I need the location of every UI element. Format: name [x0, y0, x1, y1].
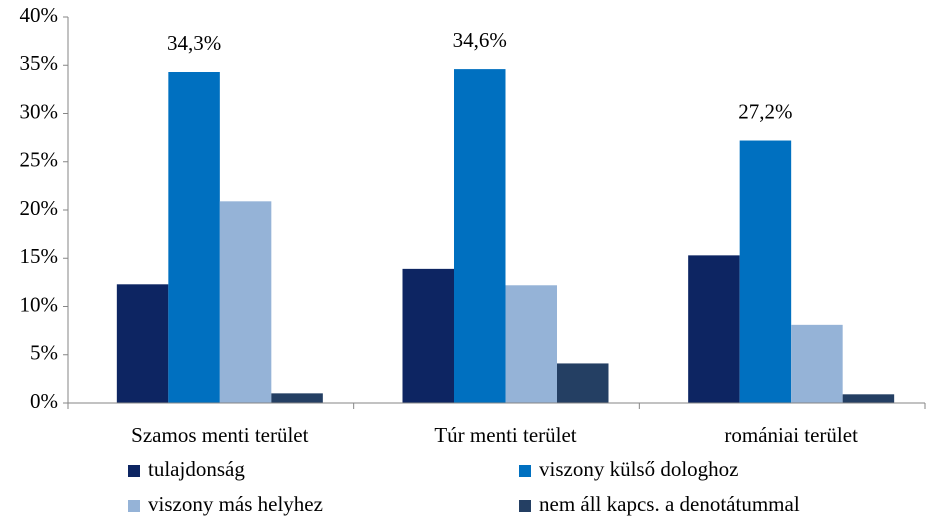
- data-label: 27,2%: [738, 99, 792, 123]
- bar: [454, 69, 506, 404]
- bar: [219, 201, 272, 403]
- bar: [116, 284, 169, 403]
- legend-label: viszony más helyhez: [148, 492, 323, 516]
- y-tick-label: 0%: [30, 389, 58, 413]
- x-tick-label: Túr menti terület: [434, 423, 576, 447]
- bar: [402, 268, 454, 403]
- data-label: 34,6%: [453, 28, 507, 52]
- legend-swatch: [128, 500, 140, 512]
- bar: [842, 394, 895, 403]
- y-tick-label: 40%: [20, 3, 59, 27]
- bar: [791, 324, 843, 403]
- bar: [271, 393, 323, 403]
- legend-label: nem áll kapcs. a denotátummal: [539, 492, 800, 516]
- y-tick-label: 25%: [20, 148, 59, 172]
- bar: [739, 140, 792, 403]
- y-tick-label: 5%: [30, 341, 58, 365]
- y-tick-label: 15%: [20, 244, 59, 268]
- legend-swatch: [519, 465, 531, 477]
- bar: [557, 363, 609, 403]
- data-label: 34,3%: [167, 31, 221, 55]
- legend-label: viszony külső dologhoz: [539, 457, 739, 481]
- y-tick-label: 30%: [20, 99, 59, 123]
- legend-swatch: [128, 465, 140, 477]
- legend-label: tulajdonság: [148, 457, 245, 481]
- legend-swatch: [519, 500, 531, 512]
- x-tick-label: Szamos menti terület: [131, 423, 308, 447]
- x-tick-label: romániai terület: [724, 423, 858, 447]
- bar: [688, 255, 740, 403]
- y-tick-label: 20%: [20, 196, 59, 220]
- bar: [168, 72, 220, 403]
- y-tick-label: 10%: [20, 292, 59, 316]
- y-tick-label: 35%: [20, 51, 59, 75]
- bar: [505, 285, 557, 403]
